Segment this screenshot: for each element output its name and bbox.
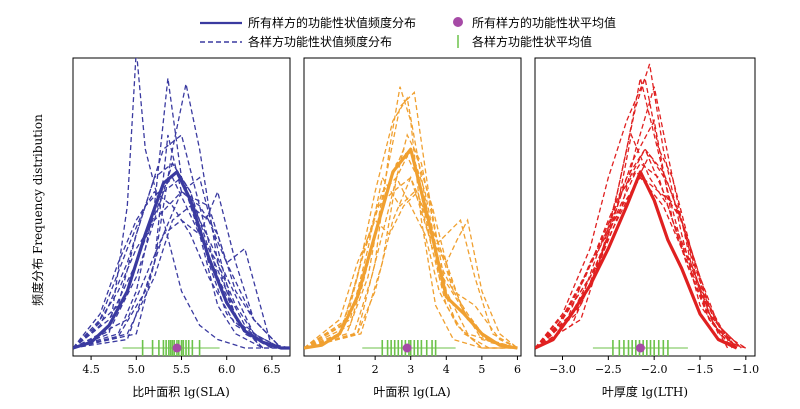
site-distribution-line — [73, 78, 290, 349]
overall-mean-dot — [402, 343, 412, 353]
site-distribution-line — [535, 153, 733, 349]
legend-dot-icon — [453, 17, 463, 27]
site-distribution-line — [73, 205, 273, 349]
legend-label-site-distribution: 各样方功能性状值频度分布 — [248, 34, 392, 49]
overall-distribution-line — [535, 170, 738, 350]
legend-label-overall-distribution: 所有样方的功能性状值频度分布 — [248, 15, 416, 30]
site-distribution-line — [304, 91, 518, 349]
site-distribution-line — [535, 176, 747, 349]
x-tick-label: 5.0 — [128, 363, 146, 376]
site-mean-ticks — [122, 340, 220, 356]
x-tick-label: 1 — [336, 363, 343, 376]
density-curves — [304, 86, 518, 350]
panel-sla: 4.5 5.0 5.5 6.0 6.5 比叶面积 lg(SLA) — [72, 57, 291, 399]
x-tick-label: 4.5 — [82, 363, 100, 376]
site-distribution-line — [304, 96, 518, 349]
x-tick-label: 6 — [514, 363, 521, 376]
site-distribution-line — [73, 58, 281, 349]
site-distribution-line — [73, 133, 273, 349]
site-distribution-line — [73, 176, 282, 349]
x-tick-label: 2 — [372, 363, 379, 376]
legend-label-overall-mean: 所有样方的功能性状平均值 — [472, 15, 616, 30]
x-tick-label: −2.0 — [641, 363, 668, 376]
site-distribution-line — [535, 132, 729, 349]
site-distribution-line — [304, 175, 518, 349]
x-tick-label: 5 — [478, 363, 485, 376]
legend: 所有样方的功能性状值频度分布 各样方功能性状值频度分布 所有样方的功能性状平均值… — [200, 15, 616, 49]
panel-la: 1 2 3 4 5 6 叶面积 lg(LA) — [303, 57, 522, 399]
site-distribution-line — [73, 219, 282, 349]
density-curves — [535, 63, 747, 350]
y-axis-label: 频度分布 Frequency distribution — [30, 114, 45, 306]
panel-frame — [303, 57, 522, 357]
x-axis-label-sla: 比叶面积 lg(SLA) — [132, 385, 230, 399]
site-distribution-line — [535, 118, 733, 349]
site-distribution-line — [535, 170, 738, 349]
x-tick-label: 6.0 — [218, 363, 236, 376]
site-distribution-line — [304, 86, 518, 349]
site-distribution-line — [535, 63, 746, 349]
x-axis: 1 2 3 4 5 6 — [336, 356, 521, 376]
x-axis-label-la: 叶面积 lg(LA) — [373, 385, 450, 399]
overall-distribution-line — [73, 170, 290, 350]
site-distribution-line — [304, 147, 518, 349]
site-distribution-line — [535, 76, 738, 349]
site-distribution-line — [73, 190, 282, 349]
x-tick-label: −1.5 — [687, 363, 714, 376]
x-tick-label: 6.5 — [263, 363, 281, 376]
x-axis: 4.5 5.0 5.5 6.0 6.5 — [82, 356, 281, 376]
site-mean-ticks — [592, 340, 688, 356]
x-axis-label-lth: 叶厚度 lg(LTH) — [602, 384, 688, 399]
panel-lth: −3.0 −2.5 −2.0 −1.5 −1.0 叶厚度 lg(LTH) — [534, 57, 759, 399]
x-tick-label: −2.5 — [595, 363, 622, 376]
site-distribution-line — [73, 162, 264, 349]
x-tick-label: 5.5 — [173, 363, 191, 376]
panel-frame — [534, 57, 756, 357]
overall-distribution-line — [304, 147, 518, 350]
site-distribution-line — [73, 83, 290, 349]
overall-mean-dot — [635, 343, 645, 353]
site-distribution-line — [304, 133, 518, 349]
legend-label-site-mean: 各样方功能性状平均值 — [472, 34, 592, 49]
site-distribution-line — [73, 190, 273, 349]
site-distribution-line — [73, 176, 282, 349]
site-distribution-line — [535, 162, 742, 349]
x-tick-label: 4 — [443, 363, 450, 376]
density-curves — [73, 58, 290, 350]
site-distribution-line — [304, 190, 518, 349]
x-axis: −3.0 −2.5 −2.0 −1.5 −1.0 — [549, 356, 759, 376]
overall-mean-dot — [172, 343, 182, 353]
x-tick-label: −1.0 — [732, 363, 759, 376]
x-tick-label: 3 — [407, 363, 414, 376]
site-distribution-line — [73, 134, 264, 349]
x-tick-label: −3.0 — [549, 363, 576, 376]
site-mean-ticks — [362, 340, 456, 356]
